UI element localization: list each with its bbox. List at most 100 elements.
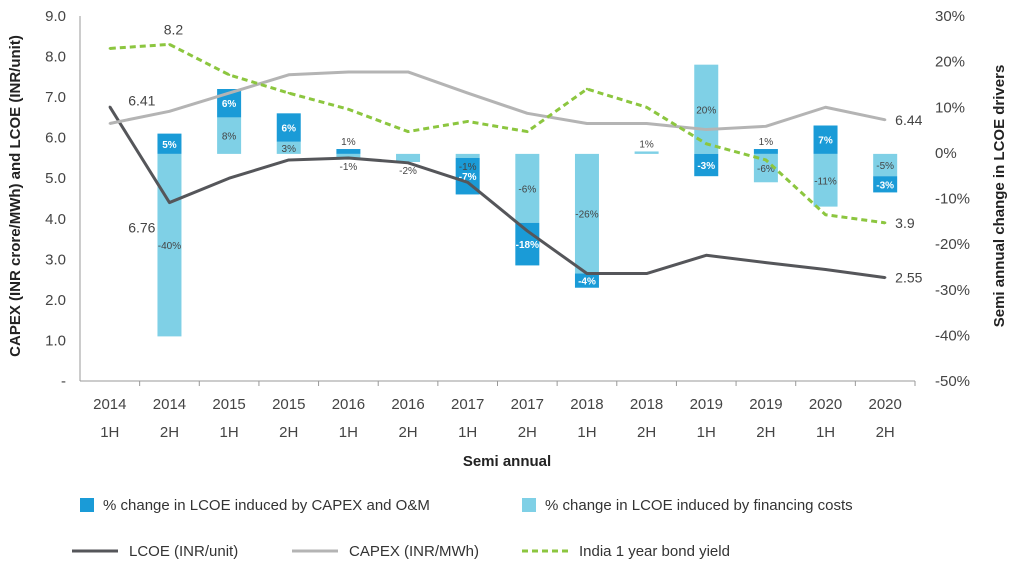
left-tick-label: 4.0	[45, 211, 66, 228]
lcoe-point	[585, 272, 589, 275]
lcoe-point	[287, 158, 290, 162]
right-tick-label: 20%	[935, 54, 965, 71]
financing-bar	[217, 117, 242, 154]
right-tick-label: -30%	[935, 282, 970, 299]
financing-label: -40%	[158, 241, 181, 252]
legend-label-capex-om: % change in LCOE induced by CAPEX and O&…	[103, 497, 430, 514]
capex-om-label: -3%	[876, 180, 894, 191]
right-tick-label: 30%	[935, 8, 965, 25]
bond-yield-point	[168, 43, 171, 46]
capex-point	[227, 91, 231, 95]
left-tick-label: 8.0	[45, 49, 66, 66]
x-tick-half: 1H	[458, 424, 477, 441]
financing-label: -1%	[459, 162, 477, 173]
financing-bar	[336, 153, 361, 158]
x-tick-year: 2018	[630, 396, 663, 413]
lcoe-point	[347, 156, 350, 160]
legend-label-bond-yield: India 1 year bond yield	[579, 543, 730, 560]
x-tick-year: 2014	[153, 396, 186, 413]
bond-yield-line	[109, 42, 886, 225]
left-tick-label: 5.0	[45, 170, 66, 187]
bond-yield-point	[287, 91, 290, 95]
bond-yield-point	[645, 106, 648, 109]
lcoe-point	[406, 161, 410, 165]
financing-bar	[157, 153, 182, 337]
financing-label: -26%	[575, 210, 598, 221]
financing-bar	[276, 141, 301, 154]
right-tick-label: -10%	[935, 191, 970, 208]
x-tick-year: 2018	[570, 396, 603, 413]
capex-om-bar	[873, 176, 898, 193]
capex-om-label: 5%	[162, 140, 177, 151]
bond-yield-point	[406, 130, 410, 133]
x-tick-half: 1H	[816, 424, 835, 441]
point-label: 2.55	[895, 270, 922, 286]
left-tick-label: 6.0	[45, 130, 66, 147]
capex-point	[168, 110, 171, 113]
bond-yield-point	[824, 213, 827, 216]
x-tick-year: 2019	[749, 396, 782, 413]
capex-point	[705, 128, 708, 131]
point-label: 3.9	[895, 215, 915, 231]
x-tick-half: 1H	[577, 424, 596, 441]
lcoe-point	[883, 276, 887, 279]
financing-label: -2%	[399, 166, 417, 177]
legend-swatch-financing	[522, 498, 536, 512]
bond-yield-point	[526, 130, 529, 133]
bond-yield-point	[585, 87, 589, 91]
capex-om-label: 7%	[818, 136, 833, 147]
x-tick-year: 2015	[272, 396, 305, 413]
financing-label: 3%	[282, 144, 297, 155]
capex-om-bar	[157, 133, 182, 154]
financing-bar	[396, 153, 421, 162]
capex-point	[585, 122, 589, 125]
x-tick-year: 2017	[451, 396, 484, 413]
financing-label: -6%	[757, 164, 775, 175]
x-tick-year: 2017	[511, 396, 544, 413]
x-tick-year: 2016	[332, 396, 365, 413]
capex-point	[764, 125, 768, 128]
capex-om-bar	[574, 273, 599, 288]
legend-label-lcoe: LCOE (INR/unit)	[129, 543, 238, 560]
x-tick-half: 2H	[279, 424, 298, 441]
point-label: 6.41	[128, 92, 155, 108]
lcoe-point	[824, 268, 827, 271]
lcoe-point	[466, 181, 469, 184]
financing-label: -6%	[518, 184, 536, 195]
financing-label: -1%	[339, 162, 357, 173]
lcoe-point	[526, 229, 529, 233]
capex-om-label: 6%	[222, 99, 237, 110]
lcoe-point	[764, 261, 768, 264]
right-tick-label: 10%	[935, 99, 965, 116]
bond-yield-point	[227, 73, 231, 77]
x-tick-half: 1H	[100, 424, 119, 441]
capex-om-label: -3%	[697, 161, 715, 172]
capex-point	[466, 91, 469, 95]
x-tick-half: 1H	[220, 424, 239, 441]
capex-point	[883, 118, 887, 122]
capex-om-label: -4%	[578, 277, 596, 288]
x-tick-year: 2019	[690, 396, 723, 413]
capex-om-bar	[813, 125, 838, 154]
right-tick-label: -40%	[935, 327, 970, 344]
capex-point	[526, 112, 529, 115]
capex-om-bar	[753, 149, 778, 154]
lcoe-point	[705, 254, 708, 257]
x-tick-half: 2H	[518, 424, 537, 441]
x-tick-year: 2020	[868, 396, 901, 413]
x-tick-half: 2H	[756, 424, 775, 441]
capex-point	[406, 70, 410, 74]
left-tick-label: 1.0	[45, 332, 66, 349]
left-tick-label: -	[61, 373, 66, 390]
bond-yield-point	[347, 108, 350, 111]
capex-point	[108, 122, 112, 125]
left-tick-label: 3.0	[45, 251, 66, 268]
x-tick-year: 2016	[391, 396, 424, 413]
bond-yield-point	[705, 142, 708, 145]
point-label: 6.44	[895, 112, 922, 128]
financing-label: -5%	[876, 161, 894, 172]
bond-yield-point	[108, 47, 112, 50]
financing-bar	[813, 153, 838, 207]
